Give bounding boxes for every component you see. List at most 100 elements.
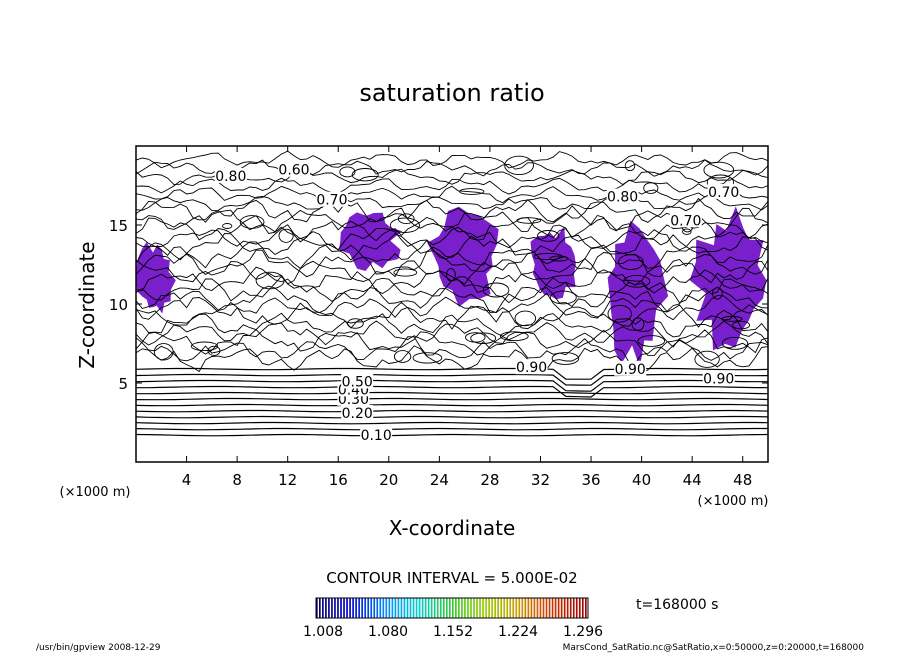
contour-label: 0.70 xyxy=(708,185,739,201)
colorbar-tick-label: 1.080 xyxy=(368,624,408,640)
contour-label: 0.80 xyxy=(215,169,246,185)
contour-eddy xyxy=(465,332,486,343)
contour-eddy xyxy=(351,168,379,182)
colorbar-stripe xyxy=(530,598,533,618)
contour-eddy xyxy=(607,304,632,323)
contour-line-high xyxy=(135,185,769,204)
contour-line-high xyxy=(135,176,769,195)
colorbar-stripe xyxy=(575,598,578,618)
contour-eddy xyxy=(623,274,651,288)
y-tick-label: 5 xyxy=(118,375,128,393)
x-tick-label: 36 xyxy=(581,471,600,489)
colorbar-stripe xyxy=(436,598,439,618)
colorbar-stripe xyxy=(488,598,490,618)
colorbar-stripe xyxy=(424,598,427,618)
contour-line-low xyxy=(136,385,769,398)
colorbar-stripe xyxy=(554,598,557,618)
contour-line-high xyxy=(135,292,769,323)
contour-eddy xyxy=(207,345,221,356)
colorbar-stripe xyxy=(448,598,451,618)
y-axis-label: Z-coordinate xyxy=(75,241,99,368)
x-tick-label: 40 xyxy=(632,471,651,489)
contour-label: 0.90 xyxy=(516,360,547,376)
colorbar-stripe xyxy=(328,598,330,618)
contour-label: 0.60 xyxy=(278,163,309,179)
colorbar-stripe xyxy=(415,598,418,618)
contour-eddy xyxy=(459,188,485,195)
contour-eddy xyxy=(721,336,749,350)
contour-eddy xyxy=(499,331,529,342)
contour-label: 0.50 xyxy=(342,374,373,390)
x-tick-label: 44 xyxy=(683,471,702,489)
colorbar-stripe xyxy=(545,598,548,618)
colorbar-stripe xyxy=(458,598,460,618)
colorbar-stripe xyxy=(566,598,569,618)
contour-line-high xyxy=(135,309,769,338)
contour-eddy xyxy=(551,352,580,365)
contour-line-high xyxy=(135,197,769,223)
contour-line-low xyxy=(135,433,769,437)
colorbar-stripe xyxy=(542,598,545,618)
chart-title: saturation ratio xyxy=(359,79,544,107)
colorbar-stripe xyxy=(563,598,566,618)
colorbar-stripe xyxy=(409,598,412,618)
y-unit-label: (×1000 m) xyxy=(60,485,131,500)
colorbar-stripe xyxy=(527,598,530,618)
colorbar-stripe xyxy=(385,598,388,618)
time-label: t=168000 s xyxy=(636,597,718,613)
colorbar-stripe xyxy=(482,598,484,618)
contour-label-bg xyxy=(315,191,348,207)
colorbar-tick-label: 1.296 xyxy=(563,624,603,640)
colorbar-stripe xyxy=(388,598,391,618)
contour-label-bg xyxy=(606,188,639,204)
x-ticks: 4 8 12 16 20 24 28 32 36 40 44 48 xyxy=(182,146,752,489)
contour-line-low xyxy=(135,409,769,413)
colorbar-stripe xyxy=(331,598,333,618)
colorbar-tick-label: 1.224 xyxy=(498,624,538,640)
contour-label: 0.70 xyxy=(670,213,701,229)
contour-line-low xyxy=(135,373,769,386)
contour-label-bg xyxy=(515,359,548,375)
contour-eddy xyxy=(470,332,497,344)
y-tick-label: 15 xyxy=(109,217,128,235)
colorbar-stripe xyxy=(584,598,587,618)
colorbar-stripe xyxy=(427,598,430,618)
contour-eddy xyxy=(712,287,723,300)
colorbar-stripe xyxy=(403,598,406,618)
contour-eddy xyxy=(153,343,174,361)
colorbar-tick-label: 1.008 xyxy=(303,624,343,640)
contour-line-low xyxy=(135,403,769,407)
contour-line-high xyxy=(135,328,769,357)
colorbar-stripe xyxy=(464,598,466,618)
colorbar-stripe xyxy=(536,598,539,618)
colorbar-stripe xyxy=(334,598,336,618)
contour-eddy xyxy=(682,228,692,235)
contour-labels: 0.100.200.300.400.500.600.700.800.80 0.70… xyxy=(214,161,740,444)
supersaturated-region-4 xyxy=(607,220,669,368)
x-tick-label: 32 xyxy=(531,471,550,489)
x-tick-label: 8 xyxy=(232,471,242,489)
x-tick-label: 16 xyxy=(329,471,348,489)
colorbar-stripe xyxy=(439,598,442,618)
supersaturated-region-6 xyxy=(689,206,767,351)
colorbar-stripe xyxy=(352,598,354,618)
contour-line-low xyxy=(135,397,769,401)
plot-area xyxy=(136,146,768,462)
contour-eddy xyxy=(516,217,542,224)
contour-eddy xyxy=(347,318,364,329)
colorbar-stripe xyxy=(494,598,496,618)
colorbar-stripe xyxy=(406,598,409,618)
y-tick-label: 10 xyxy=(109,296,128,314)
contour-line-high xyxy=(135,320,769,348)
colorbar-stripe xyxy=(497,598,499,618)
colorbar-stripe xyxy=(512,598,515,618)
contour-eddy xyxy=(694,350,720,368)
colorbar-stripe xyxy=(367,598,370,618)
contour-eddy xyxy=(549,255,569,262)
x-tick-label: 20 xyxy=(379,471,398,489)
colorbar-stripe xyxy=(379,598,382,618)
colorbar-stripe xyxy=(524,598,527,618)
contour-label-bg xyxy=(214,168,247,184)
colorbar-stripe xyxy=(418,598,421,618)
contour-line-high xyxy=(135,239,769,270)
